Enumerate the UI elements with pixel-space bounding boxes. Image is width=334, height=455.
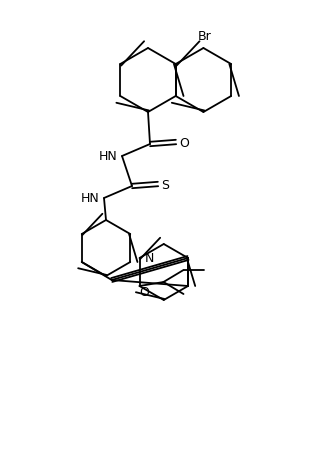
- Text: O: O: [179, 136, 189, 149]
- Text: HN: HN: [99, 149, 117, 162]
- Text: HN: HN: [80, 191, 100, 204]
- Text: N: N: [145, 252, 155, 265]
- Text: Br: Br: [197, 30, 211, 43]
- Text: O: O: [139, 286, 149, 299]
- Text: S: S: [161, 178, 169, 191]
